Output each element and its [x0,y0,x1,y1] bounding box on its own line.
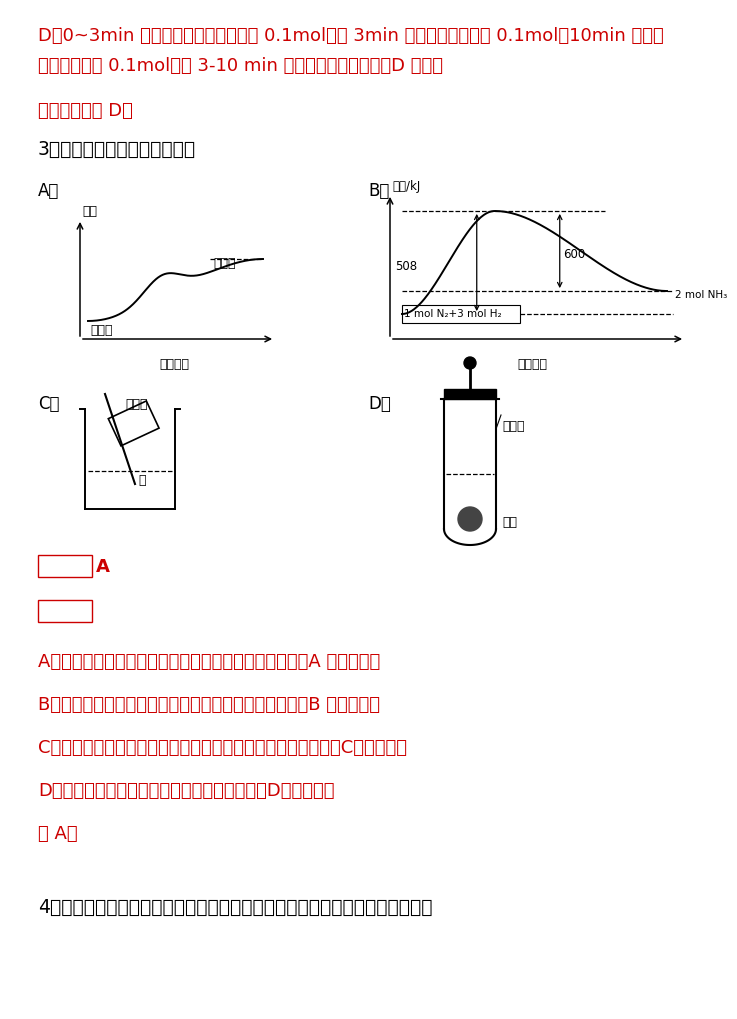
Text: 生成物: 生成物 [213,257,236,270]
Text: 4．锶海水电池常用在海上浮标等助航设备中，其示意图如图所示。电池反应为: 4．锶海水电池常用在海上浮标等助航设备中，其示意图如图所示。电池反应为 [38,897,433,916]
Text: 2 mol NH₃: 2 mol NH₃ [675,289,727,300]
Text: 508: 508 [395,260,417,273]
Bar [38,555,92,578]
Text: B．反应物的总能量高于生成物的总能量，为放热反应，B 不符题意；: B．反应物的总能量高于生成物的总能量，为放热反应，B 不符题意； [38,695,380,713]
Text: 浓硫酸: 浓硫酸 [125,397,147,411]
Text: C．浓硫酸溶于水放出大量的热，但该过程并未发生化学反应，C不符题意；: C．浓硫酸溶于水放出大量的热，但该过程并未发生化学反应，C不符题意； [38,739,407,756]
Text: 反应过程: 反应过程 [517,358,547,371]
Text: 能量/kJ: 能量/kJ [392,179,420,193]
Text: 水: 水 [138,474,145,486]
Text: 稀盐酸: 稀盐酸 [502,420,525,433]
Text: D．: D． [368,394,391,413]
Text: 【详解】: 【详解】 [40,602,83,621]
Text: 物质的量也为 0.1mol，在 3-10 min 内反应处于平衡状态，D 错误；: 物质的量也为 0.1mol，在 3-10 min 内反应处于平衡状态，D 错误； [38,57,443,75]
Text: 反应物: 反应物 [90,324,113,336]
Text: 600: 600 [563,248,585,261]
Bar [402,306,520,324]
Text: 铁粉: 铁粉 [502,516,517,529]
Text: A: A [96,557,110,576]
Circle shape [458,507,482,532]
Text: 3．图示表示的是吸热反应的是: 3．图示表示的是吸热反应的是 [38,140,196,159]
Text: 选 A。: 选 A。 [38,824,77,842]
Text: 能量: 能量 [82,205,97,218]
Text: D．0~3min 内生成的甲醇物质的量为 0.1mol，则 3min 时甲醇物质的量为 0.1mol，10min 时甲醇: D．0~3min 内生成的甲醇物质的量为 0.1mol，则 3min 时甲醇物质… [38,26,664,45]
Text: 1 mol N₂+3 mol H₂: 1 mol N₂+3 mol H₂ [404,309,502,319]
Text: C．: C． [38,394,60,413]
Text: A．: A． [38,181,60,200]
Text: D．稀盐酸与铁粉发生的置换反应是放热反应，D不符题意；: D．稀盐酸与铁粉发生的置换反应是放热反应，D不符题意； [38,782,335,799]
Text: 故合理选项是 D。: 故合理选项是 D。 [38,102,133,120]
Circle shape [464,358,476,370]
Bar [38,600,92,623]
Text: A．反应物的总能量低于生成物的总能量，为吸热反应，A 符合题意；: A．反应物的总能量低于生成物的总能量，为吸热反应，A 符合题意； [38,652,380,671]
Text: 【答案】: 【答案】 [40,557,83,576]
Text: 反应过程: 反应过程 [159,358,189,371]
Text: B．: B． [368,181,389,200]
Bar [444,389,496,399]
